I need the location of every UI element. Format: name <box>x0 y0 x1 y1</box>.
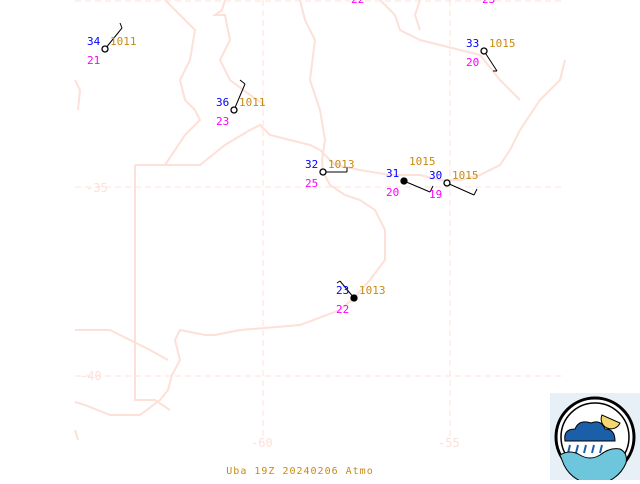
wind-barb <box>233 83 246 111</box>
lat-label: -40 <box>80 369 102 383</box>
station-sky-cover-icon <box>230 106 238 114</box>
lon-label: -55 <box>438 436 460 450</box>
pressure-label: 1011 <box>110 35 137 48</box>
station-plot: 23 1013 22 <box>336 280 386 316</box>
temperature-label: 33 <box>466 37 479 50</box>
pressure-label: 1013 <box>359 284 386 297</box>
station-sky-cover-icon <box>101 45 109 53</box>
dewpoint-label: 20 <box>466 56 479 69</box>
station-sky-cover-icon <box>443 179 451 187</box>
wind-barb <box>483 50 498 72</box>
temperature-label: 34 <box>87 35 101 48</box>
station-plot: 33 1015 20 <box>466 37 516 72</box>
wind-barb-flag <box>473 188 478 196</box>
temperature-label: 23 <box>336 284 349 297</box>
temperature-label: 36 <box>216 96 229 109</box>
coastlines <box>74 0 566 441</box>
station-plot: 34 1011 21 <box>87 22 137 67</box>
pressure-label: 1013 <box>328 158 355 171</box>
dewpoint-label: 21 <box>87 54 100 67</box>
dewpoint-label: 22 <box>336 303 349 316</box>
wind-barb <box>403 180 431 193</box>
temperature-label: 30 <box>429 169 442 182</box>
station-sky-cover-icon <box>480 47 488 55</box>
pressure-label: 1015 <box>489 37 516 50</box>
station-plot: 36 1011 23 <box>216 79 266 128</box>
weather-cloud-rain-sun-wave-logo-icon <box>554 396 636 484</box>
dewpoint-label: 19 <box>429 188 442 201</box>
lon-label: -60 <box>251 436 273 450</box>
station-plot: 30 1015 19 <box>429 169 479 201</box>
wind-barb <box>104 27 123 50</box>
station-plot: 32 1013 25 <box>305 158 355 190</box>
wind-barb <box>339 280 355 299</box>
dewpoint-label: 23 <box>216 115 229 128</box>
partial-dewpoint-label: 23 <box>482 0 495 6</box>
wind-barb-flag <box>239 79 246 85</box>
station-sky-cover-icon <box>350 294 358 302</box>
wind-barb-flag <box>336 280 341 284</box>
partial-dewpoint-label: 22 <box>351 0 364 6</box>
temperature-label: 32 <box>305 158 318 171</box>
station-sky-cover-icon <box>400 177 408 185</box>
weather-logo <box>550 393 640 484</box>
lat-label: -35 <box>86 181 108 195</box>
lat-lon-grid <box>75 0 565 440</box>
wind-barb-flag <box>429 185 434 193</box>
station-plot: 31 1015 20 <box>386 155 436 199</box>
pressure-label: 1015 <box>409 155 436 168</box>
pressure-label: 1015 <box>452 169 479 182</box>
temperature-label: 31 <box>386 167 399 180</box>
dewpoint-label: 25 <box>305 177 318 190</box>
pressure-label: 1011 <box>239 96 266 109</box>
dewpoint-label: 20 <box>386 186 399 199</box>
wind-barb-flag <box>119 22 123 29</box>
map-title: Uba 19Z 20240206 Atmo <box>226 466 374 477</box>
station-sky-cover-icon <box>319 168 327 176</box>
wind-barb <box>446 182 475 196</box>
